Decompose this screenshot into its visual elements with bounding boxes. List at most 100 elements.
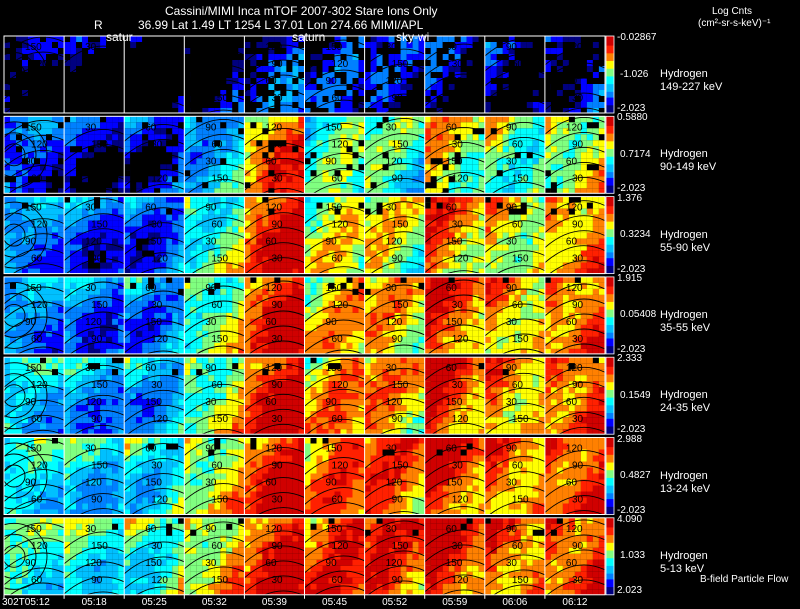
heatmap-cell <box>106 214 113 221</box>
heatmap-cell <box>466 182 473 189</box>
heatmap-cell <box>406 116 413 123</box>
heatmap-cell <box>46 78 52 84</box>
heatmap-cell <box>166 54 173 60</box>
heatmap-cell <box>412 140 419 147</box>
heatmap-cell <box>112 66 119 72</box>
colorbar-step <box>606 168 614 171</box>
heatmap-cell <box>406 54 413 60</box>
colorbar-step <box>606 238 614 242</box>
contour-label: 60 <box>566 76 578 87</box>
heatmap-cell <box>508 262 515 269</box>
heatmap-cell <box>130 60 137 66</box>
heatmap-cell <box>490 262 497 269</box>
heatmap-cell <box>502 238 509 245</box>
contour-label: 90 <box>25 237 37 248</box>
heatmap-cell <box>316 208 323 215</box>
heatmap-cell <box>214 220 221 227</box>
contour-label: 90 <box>572 139 584 150</box>
heatmap-cell <box>40 336 46 343</box>
heatmap-cell <box>442 48 449 54</box>
heatmap-cell <box>430 176 437 183</box>
heatmap-cell <box>274 256 281 263</box>
heatmap-cell <box>484 54 491 60</box>
heatmap-cell <box>70 158 77 165</box>
heatmap-cell <box>490 214 497 221</box>
heatmap-cell <box>436 182 443 189</box>
heatmap-cell <box>172 122 179 129</box>
heatmap-cell <box>142 116 149 123</box>
heatmap-cell <box>142 128 149 135</box>
colorbar-step <box>606 166 614 169</box>
heatmap-cell <box>208 96 215 102</box>
heatmap-cell <box>322 122 329 129</box>
heatmap-cell <box>304 108 311 113</box>
heatmap-cell <box>484 84 491 90</box>
heatmap-cell <box>292 60 299 66</box>
heatmap-cell <box>118 78 125 84</box>
heatmap-cell <box>382 188 389 194</box>
heatmap-cell <box>460 122 467 129</box>
heatmap-cell <box>100 116 107 123</box>
heatmap-cell <box>460 244 467 251</box>
heatmap-cell <box>202 164 209 171</box>
heatmap-cell <box>160 256 167 263</box>
heatmap-cell <box>358 84 365 90</box>
heatmap-cell <box>424 262 431 269</box>
heatmap-cell <box>106 36 113 42</box>
heatmap-cell <box>424 226 431 233</box>
heatmap-cell <box>472 78 479 84</box>
heatmap-cell <box>400 158 407 165</box>
contour-line <box>123 252 185 270</box>
heatmap-cell <box>46 36 52 42</box>
heatmap-cell <box>550 116 557 123</box>
heatmap-cell <box>370 256 377 263</box>
heatmap-cell <box>484 268 491 274</box>
contour-line <box>484 121 546 140</box>
heatmap-cell <box>250 116 257 123</box>
heatmap-cell <box>136 262 143 269</box>
heatmap-cell <box>88 196 95 203</box>
heatmap-cell <box>400 170 407 177</box>
heatmap-cell <box>316 116 323 123</box>
heatmap-cell <box>124 84 131 90</box>
heatmap-cell <box>130 196 137 203</box>
heatmap-cell <box>280 152 287 159</box>
contour-label: 60 <box>265 156 277 167</box>
heatmap-cell <box>274 90 281 96</box>
heatmap-cell <box>460 208 467 215</box>
heatmap-cell <box>550 214 557 221</box>
heatmap-cell <box>496 238 503 245</box>
heatmap-cell <box>442 214 449 221</box>
heatmap-cell <box>286 72 293 78</box>
heatmap-cell <box>4 54 10 60</box>
heatmap-cell <box>202 250 209 257</box>
heatmap-cell <box>256 164 263 171</box>
heatmap-cell <box>208 60 215 66</box>
heatmap-cell <box>334 196 341 203</box>
heatmap-cell <box>484 158 491 165</box>
heatmap-cell <box>310 146 317 153</box>
heatmap-cell <box>40 220 46 227</box>
heatmap-cell <box>496 84 503 90</box>
heatmap-cell <box>496 214 503 221</box>
heatmap-cell <box>184 268 191 274</box>
heatmap-cell <box>88 48 95 54</box>
heatmap-cell <box>100 282 107 289</box>
heatmap-cell <box>310 48 317 54</box>
heatmap-cell <box>286 78 293 84</box>
heatmap-cell <box>310 116 317 123</box>
contour-line <box>364 93 425 112</box>
heatmap-cell <box>280 262 287 269</box>
heatmap-cell <box>118 256 125 263</box>
heatmap-cell <box>154 208 161 215</box>
heatmap-cell <box>406 122 413 129</box>
heatmap-cell <box>166 202 173 209</box>
heatmap-cell <box>142 232 149 239</box>
heatmap-cell <box>400 54 407 60</box>
heatmap-cell <box>490 128 497 135</box>
heatmap-cell <box>292 176 299 183</box>
heatmap-cell <box>46 324 52 331</box>
heatmap-cell <box>580 54 587 60</box>
heatmap-cell <box>214 176 221 183</box>
heatmap-cell <box>280 96 287 102</box>
